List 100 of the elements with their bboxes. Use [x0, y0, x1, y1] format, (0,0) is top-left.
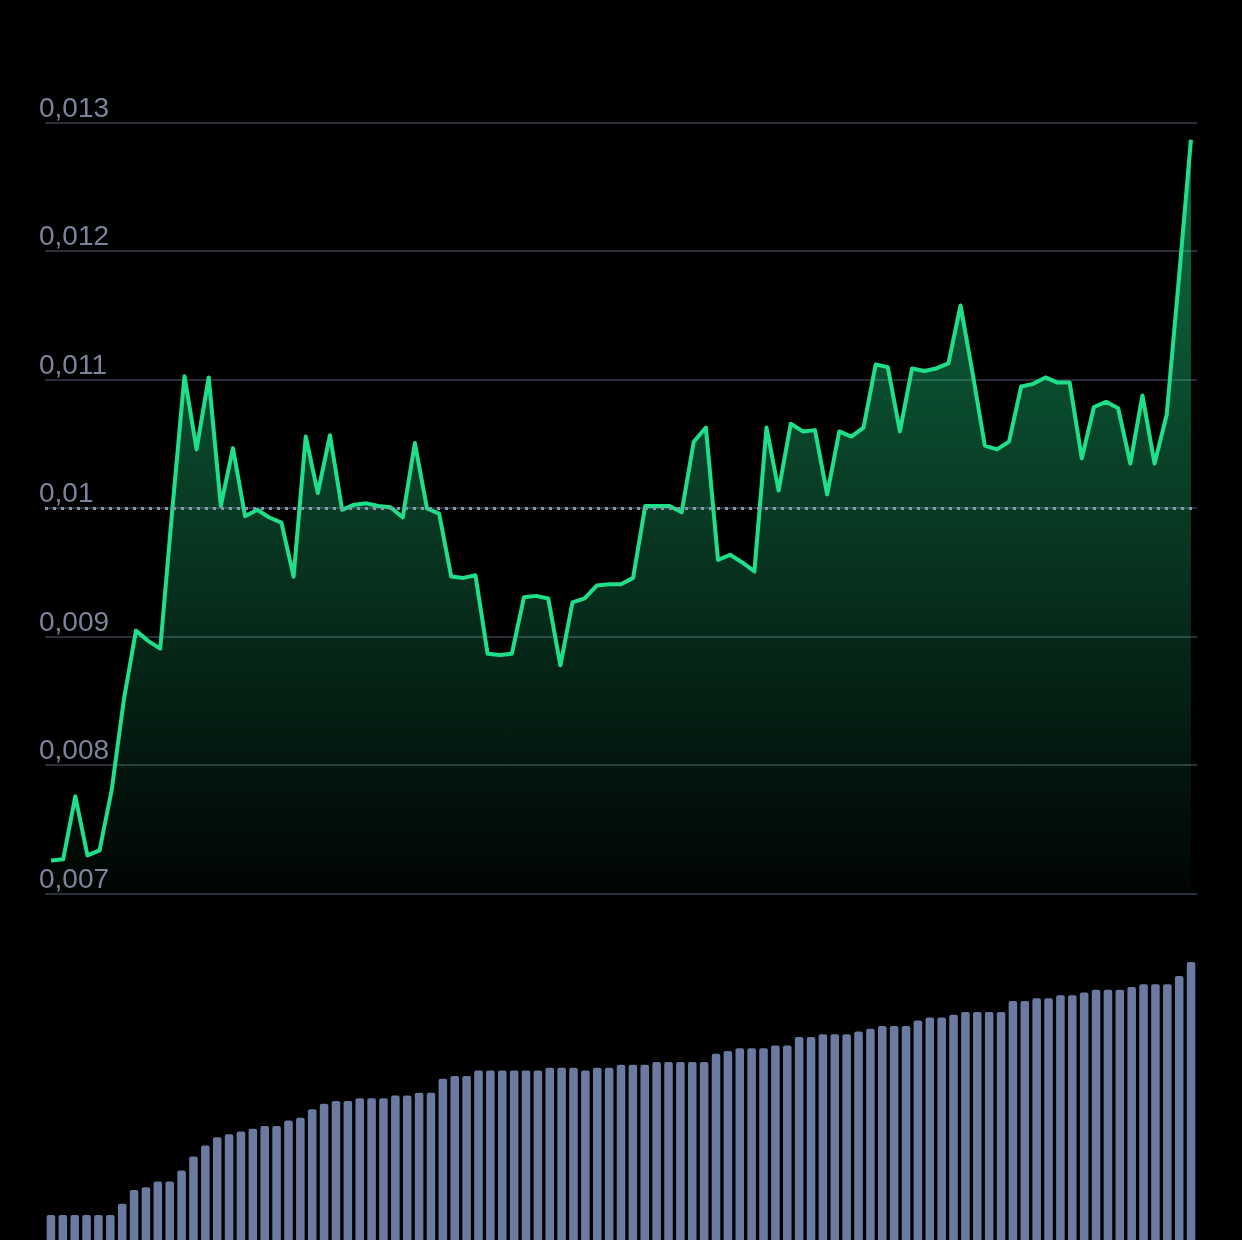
- y-tick-label: 0,011: [39, 348, 107, 380]
- bar: [284, 1120, 293, 1240]
- y-tick-label: 0,009: [39, 605, 110, 637]
- bar: [759, 1048, 768, 1240]
- bar: [1056, 995, 1065, 1240]
- bar: [106, 1214, 115, 1240]
- bar: [771, 1045, 780, 1240]
- bar: [331, 1101, 341, 1240]
- bar: [521, 1070, 531, 1240]
- bar: [497, 1070, 507, 1240]
- bar: [747, 1048, 756, 1240]
- bar: [367, 1098, 376, 1240]
- bar: [830, 1034, 840, 1240]
- bar: [557, 1067, 566, 1240]
- y-tick-label: 0,013: [39, 91, 110, 123]
- bar: [486, 1070, 495, 1240]
- bar: [117, 1203, 127, 1240]
- bar: [854, 1031, 863, 1240]
- bar: [592, 1067, 602, 1240]
- bar: [70, 1214, 79, 1240]
- bar: [949, 1014, 958, 1240]
- bar: [1008, 1000, 1018, 1240]
- bar: [687, 1062, 697, 1240]
- bar: [984, 1012, 994, 1240]
- bar: [569, 1067, 578, 1240]
- bar: [806, 1037, 816, 1240]
- bar: [925, 1017, 935, 1240]
- bar: [296, 1117, 305, 1240]
- bar: [509, 1070, 519, 1240]
- bar: [676, 1062, 685, 1240]
- bar: [996, 1012, 1006, 1240]
- bar: [141, 1187, 151, 1240]
- bar: [664, 1062, 673, 1240]
- bar: [640, 1064, 650, 1240]
- bar: [1151, 984, 1160, 1240]
- bar: [581, 1070, 590, 1240]
- bar: [153, 1181, 163, 1240]
- bar: [1163, 984, 1172, 1240]
- bar: [699, 1062, 709, 1240]
- bar: [343, 1101, 353, 1240]
- bar: [1103, 989, 1113, 1240]
- bar: [878, 1025, 887, 1240]
- bar: [616, 1064, 626, 1240]
- bar: [177, 1170, 186, 1240]
- bar: [355, 1098, 364, 1240]
- bar: [402, 1095, 412, 1240]
- bar: [1174, 975, 1184, 1240]
- bar: [260, 1126, 269, 1240]
- bar: [189, 1156, 198, 1240]
- bar: [937, 1017, 946, 1240]
- bar: [1020, 1000, 1030, 1240]
- y-tick-label: 0,007: [39, 862, 110, 894]
- bar: [1079, 992, 1089, 1240]
- bar: [165, 1181, 174, 1240]
- bar: [901, 1025, 911, 1240]
- bar: [46, 1214, 56, 1240]
- bar: [426, 1092, 436, 1240]
- bar: [58, 1214, 68, 1240]
- bar: [272, 1126, 281, 1240]
- bar: [782, 1045, 792, 1240]
- bar: [474, 1070, 483, 1240]
- bar: [818, 1034, 828, 1240]
- bar: [533, 1070, 543, 1240]
- bar: [450, 1075, 460, 1240]
- bar: [94, 1214, 103, 1240]
- y-tick-label: 0,01: [39, 477, 94, 509]
- bar: [842, 1034, 851, 1240]
- bar: [82, 1214, 91, 1240]
- bar: [913, 1020, 923, 1240]
- bar: [866, 1028, 875, 1240]
- bar: [414, 1092, 424, 1240]
- bar: [1186, 962, 1196, 1240]
- bar: [1127, 987, 1136, 1240]
- bar: [212, 1137, 222, 1240]
- bar: [723, 1050, 733, 1240]
- bar: [1068, 995, 1077, 1240]
- bar: [889, 1025, 899, 1240]
- bar: [1044, 998, 1053, 1240]
- bar: [1091, 989, 1101, 1240]
- bar: [129, 1189, 139, 1240]
- bar: [545, 1067, 555, 1240]
- bar: [201, 1145, 210, 1240]
- bar: [379, 1098, 388, 1240]
- bar: [438, 1078, 448, 1240]
- bar: [628, 1064, 638, 1240]
- bar: [248, 1128, 258, 1240]
- bar: [236, 1131, 246, 1240]
- bar: [735, 1048, 745, 1240]
- bar: [462, 1075, 471, 1240]
- bar: [973, 1012, 982, 1240]
- y-tick-label: 0,008: [39, 734, 110, 766]
- bar: [794, 1037, 804, 1240]
- bar: [711, 1053, 721, 1240]
- bar: [1139, 984, 1148, 1240]
- bar: [1032, 998, 1041, 1240]
- bar: [307, 1109, 317, 1240]
- bar: [391, 1095, 400, 1240]
- bar: [961, 1012, 970, 1240]
- bar: [319, 1103, 329, 1240]
- bar: [604, 1067, 614, 1240]
